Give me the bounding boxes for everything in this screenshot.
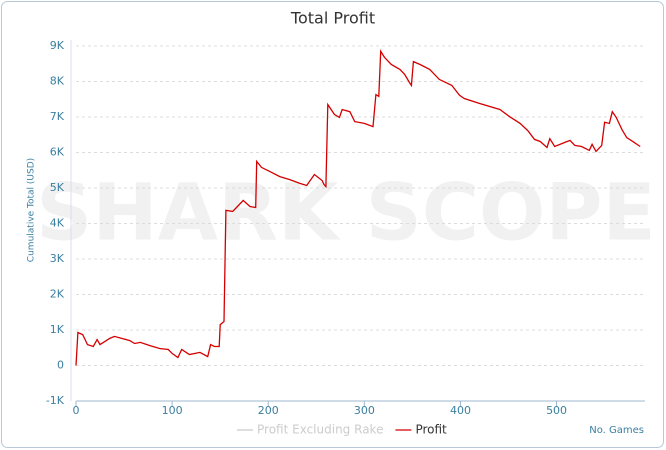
y-tick-label: 7K [50,110,65,123]
chart-title: Total Profit [290,9,375,28]
legend-label[interactable]: Profit [415,423,447,437]
y-tick-label: 4K [50,217,65,230]
y-tick-label: 8K [50,75,65,88]
x-axis-label: No. Games [589,425,644,436]
y-tick-label: 9K [50,39,65,52]
y-tick-label: -1K [46,394,65,407]
y-tick-label: 0 [57,359,64,372]
y-tick-label: 1K [50,323,65,336]
watermark: SHARK SCOPE [36,168,656,258]
x-tick-label: 100 [162,404,183,417]
x-tick-label: 200 [258,404,279,417]
y-axis-label: Cumulative Total (USD) [27,158,37,262]
y-tick-label: 3K [50,252,65,265]
y-tick-label: 2K [50,288,65,301]
y-tick-label: 5K [50,181,65,194]
x-tick-label: 500 [546,404,567,417]
x-tick-label: 300 [354,404,375,417]
x-tick-label: 0 [73,404,80,417]
x-tick-label: 400 [450,404,471,417]
series-line [75,49,641,366]
legend-label[interactable]: Profit Excluding Rake [257,423,383,437]
y-tick-label: 6K [50,146,65,159]
